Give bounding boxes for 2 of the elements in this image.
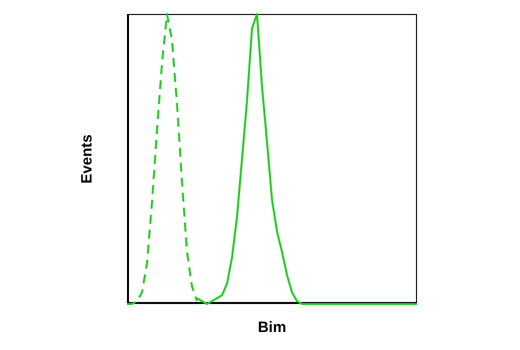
x-axis-title: Bim bbox=[258, 319, 286, 336]
y-axis-title: Events bbox=[78, 134, 96, 184]
